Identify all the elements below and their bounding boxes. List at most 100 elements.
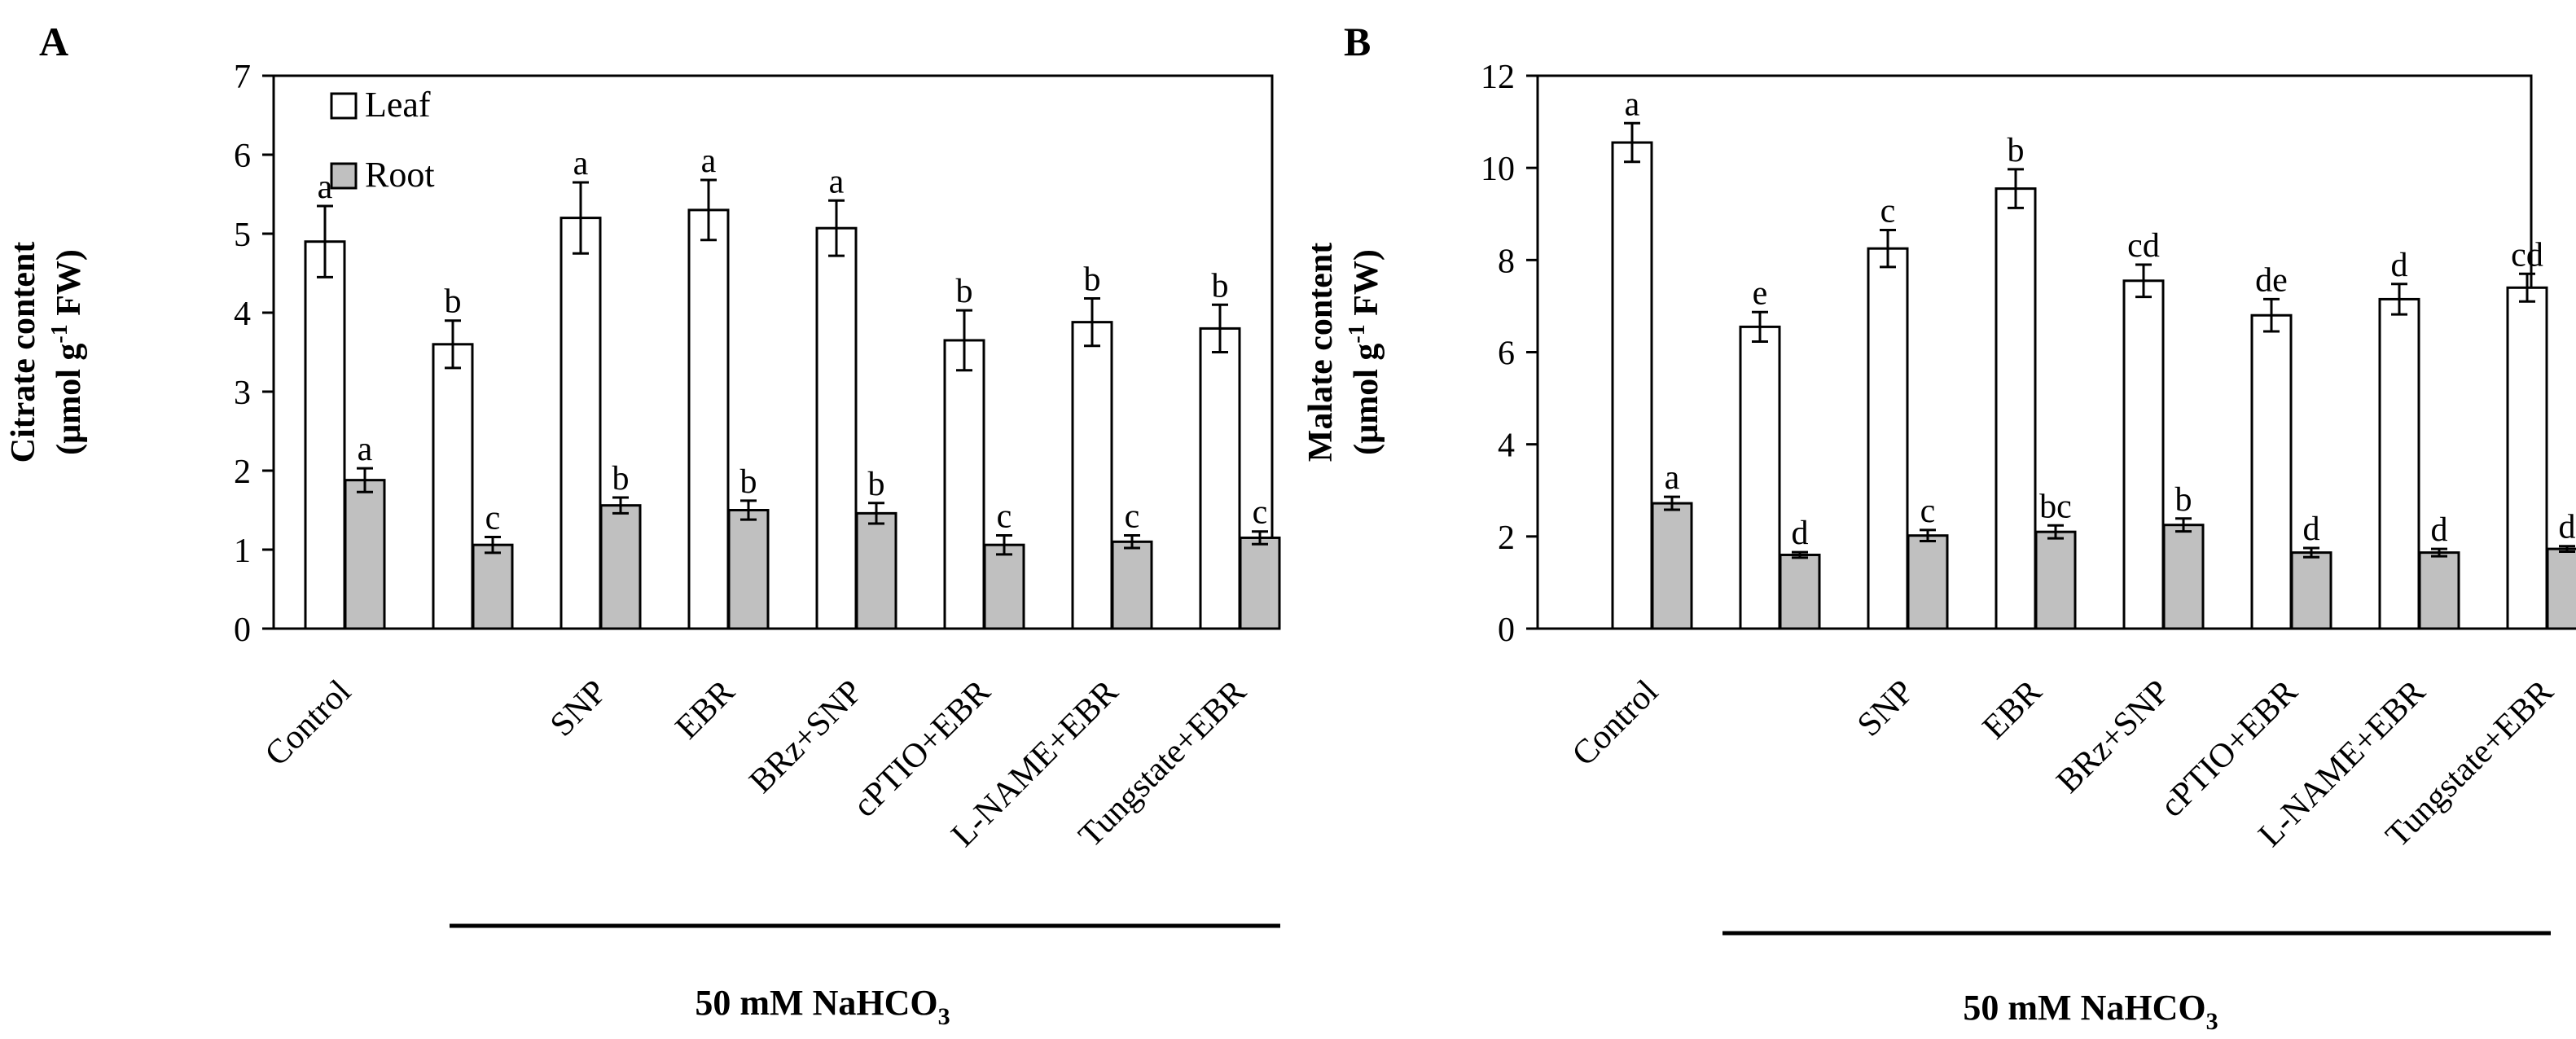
leaf-bar (687, 208, 730, 630)
leaf-significance-letter: a (829, 163, 845, 200)
category-label: BRz+SNP (743, 673, 871, 801)
leaf-bar (2122, 279, 2165, 630)
leaf-significance-letter: b (956, 273, 973, 310)
y-tick-label: 5 (234, 217, 251, 254)
root-significance-letter: a (1665, 459, 1680, 497)
root-bar (599, 504, 642, 630)
y-tick-label: 10 (1481, 151, 1515, 188)
root-significance-letter: c (485, 499, 501, 537)
root-bar (983, 543, 1025, 630)
leaf-bar (2506, 286, 2548, 630)
treatment-label-main: 50 mM NaHCO (695, 983, 937, 1023)
leaf-significance-letter: b (1212, 267, 1229, 305)
leaf-bar (1071, 321, 1113, 630)
root-significance-letter: b (612, 460, 630, 498)
panel-label: A (39, 19, 68, 64)
y-tick-label: 1 (234, 533, 251, 570)
root-bar (2162, 524, 2205, 630)
leaf-bar (432, 343, 474, 630)
category-label: Control (1565, 673, 1665, 774)
panel-b: B 0 2 4 6 8 10 12 Malate content (µmol g-1 FW) a a C… (1302, 19, 2576, 1035)
y-tick-label: 8 (1498, 243, 1515, 280)
root-bar (2418, 551, 2460, 630)
y-tick-label: 4 (234, 296, 251, 333)
leaf-bar (1739, 325, 1781, 630)
root-bar (855, 511, 897, 630)
legend-swatch-root (330, 162, 358, 190)
panel-a: A 0 1 2 3 4 5 6 7 Citrate content (µmol g-1 FW) a a C… (5, 19, 1281, 1030)
treatment-label-subscript: 3 (938, 1003, 950, 1030)
leaf-bar (1199, 327, 1241, 630)
root-significance-letter: c (997, 498, 1012, 536)
root-significance-letter: d (1792, 515, 1809, 552)
leaf-significance-letter: e (1753, 274, 1768, 312)
treatment-label: 50 mM NaHCO3 (695, 983, 950, 1030)
y-tick-label: 2 (1498, 520, 1515, 557)
leaf-significance-letter: cd (2127, 227, 2160, 265)
leaf-bar (560, 217, 602, 630)
root-bar (472, 543, 514, 630)
root-significance-letter: bc (2039, 488, 2072, 525)
legend-label-root: Root (365, 155, 435, 195)
leaf-significance-letter: b (1084, 261, 1101, 299)
root-bar (1779, 553, 1821, 630)
y-axis-title-line2: (µmol g (50, 344, 88, 455)
y-tick-label: 0 (234, 612, 251, 649)
root-bar (2034, 530, 2077, 630)
root-significance-letter: b (2175, 481, 2192, 519)
category-label: BRz+SNP (2050, 673, 2178, 801)
y-tick-label: 4 (1498, 427, 1515, 465)
treatment-label-main: 50 mM NaHCO (1963, 988, 2205, 1028)
leaf-bar (1611, 141, 1653, 630)
treatment-label: 50 mM NaHCO3 (1963, 988, 2218, 1035)
category-label: Control (258, 673, 358, 774)
y-axis-title: Citrate content (µmol g-1 FW) (5, 242, 88, 463)
root-significance-letter: b (740, 463, 757, 501)
root-bar (1111, 540, 1153, 630)
y-tick-label: 6 (234, 138, 251, 175)
plot-frame (272, 74, 1274, 630)
y-axis-title-superscript: -1 (47, 324, 72, 343)
y-tick-label: 7 (234, 59, 251, 96)
leaf-significance-letter: a (1625, 85, 1640, 123)
leaf-bar (815, 226, 858, 630)
root-bar (1651, 502, 1693, 630)
legend-label-leaf: Leaf (365, 85, 431, 125)
leaf-bar (304, 240, 346, 630)
leaf-significance-letter: c (1880, 193, 1896, 230)
root-bar (1239, 536, 1281, 630)
root-significance-letter: d (2303, 511, 2320, 548)
root-significance-letter: c (1125, 498, 1140, 536)
root-significance-letter: c (1253, 494, 1268, 532)
root-bar (2546, 547, 2576, 630)
y-tick-label: 0 (1498, 612, 1515, 649)
leaf-significance-letter: cd (2511, 236, 2543, 274)
y-tick-label: 6 (1498, 335, 1515, 373)
leaf-significance-letter: a (573, 145, 589, 182)
leaf-bar (2250, 313, 2293, 630)
y-tick-label: 2 (234, 454, 251, 491)
y-axis-title-line2-end: FW) (1348, 249, 1385, 324)
treatment-label-subscript: 3 (2206, 1008, 2218, 1035)
y-axis-title: Malate content (µmol g-1 FW) (1302, 243, 1385, 462)
leaf-significance-letter: b (2008, 132, 2025, 169)
root-significance-letter: c (1920, 493, 1936, 530)
y-axis-title-line2-end: FW) (50, 249, 88, 324)
root-significance-letter: b (868, 466, 885, 503)
root-bar (344, 479, 386, 630)
y-axis-title-superscript: -1 (1345, 324, 1370, 343)
root-significance-letter: d (2431, 511, 2448, 549)
legend-swatch-leaf (330, 92, 358, 120)
y-tick-label: 12 (1481, 59, 1515, 96)
leaf-significance-letter: de (2255, 261, 2288, 299)
leaf-bar (1995, 187, 2037, 630)
root-bar (727, 509, 770, 630)
panel-label: B (1344, 19, 1371, 64)
leaf-significance-letter: a (318, 169, 333, 206)
leaf-bar (1867, 247, 1909, 630)
root-bar (1907, 534, 1949, 630)
y-axis-title-line1: Malate content (1302, 243, 1340, 462)
y-axis-title-line2: (µmol g (1348, 344, 1385, 455)
y-axis-title-line1: Citrate content (5, 242, 42, 463)
